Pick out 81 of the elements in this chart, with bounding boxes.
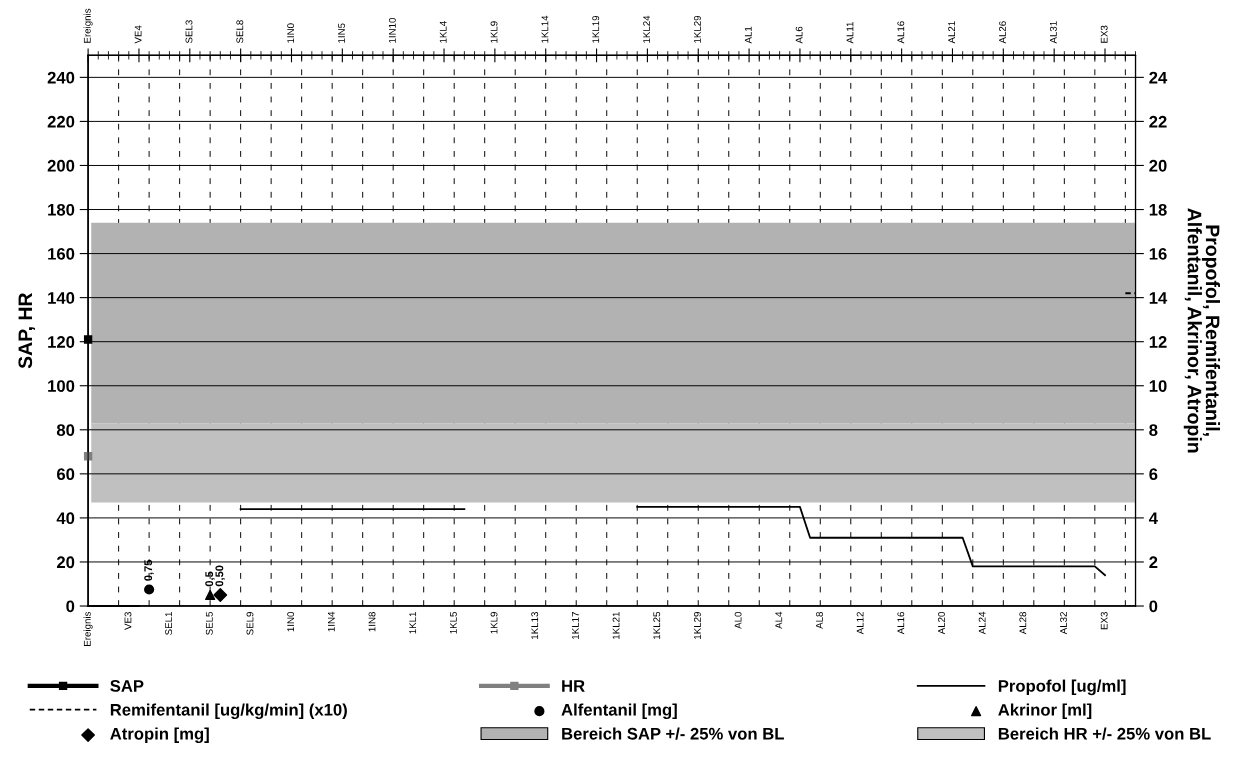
y-axis-title: SAP, HR [18, 292, 35, 369]
x-tick-label: AL24 [978, 611, 986, 635]
x-tick-label: AL11 [846, 22, 854, 44]
x-tick-label: SEL1 [165, 612, 173, 635]
x-tick-label: SEL5 [205, 611, 213, 635]
y-tick-label: 180 [48, 203, 75, 216]
x-tick-label: 1KL25 [653, 611, 661, 639]
x-tick-label: 1IN5 [338, 23, 345, 43]
x-tick-label: EX3 [1100, 612, 1108, 630]
x-tick-label: AL21 [948, 21, 955, 44]
x-tick-label: AL32 [1060, 612, 1067, 635]
x-tick-label: 1IN10 [388, 17, 396, 43]
y2-tick-label: 24 [1149, 71, 1168, 84]
y2-tick-label: 18 [1149, 203, 1167, 216]
y-tick-label: 240 [47, 71, 75, 84]
y-tick-label: 200 [47, 159, 75, 172]
x-tick-label: 1KL14 [541, 15, 549, 43]
y2-tick-label: 16 [1149, 247, 1167, 260]
x-tick-label: AL31 [1049, 21, 1057, 44]
y-tick-label: 220 [47, 115, 75, 128]
x-tick-label: AL28 [1019, 612, 1027, 635]
legend-label: Atropin [mg] [110, 727, 209, 743]
y2-tick-label: 10 [1149, 380, 1167, 392]
x-tick-label: AL0 [734, 611, 742, 629]
y2-tick-label: 8 [1149, 424, 1158, 436]
legend-label: Bereich HR +/- 25% von BL [998, 727, 1211, 740]
x-tick-label: VE4 [134, 25, 142, 44]
y2-tick-label: 20 [1149, 159, 1167, 172]
x-tick-label: 1IN0 [287, 611, 295, 632]
x-tick-label: 1IN4 [327, 611, 335, 632]
x-tick-label: 1IN8 [368, 612, 376, 632]
x-tick-label: 1KL13 [531, 612, 539, 639]
x-tick-label: AL20 [938, 611, 945, 635]
x-tick-label: SEL8 [236, 20, 244, 44]
y-tick-label: 140 [48, 292, 75, 304]
x-tick-label: 1KL9 [490, 612, 498, 634]
x-tick-label: AL26 [999, 21, 1006, 44]
legend-label: Bereich SAP +/- 25% von BL [562, 727, 784, 740]
y2-tick-label: 0 [1149, 600, 1158, 613]
y2-tick-label: 22 [1149, 115, 1167, 128]
y-tick-label: 100 [48, 380, 75, 392]
x-tick-label: 1KL21 [612, 612, 620, 639]
x-tick-label: 1KL24 [643, 15, 650, 43]
y2-tick-label: 2 [1149, 556, 1158, 569]
y-tick-label: 60 [56, 468, 75, 481]
legend-label: Akrinor [ml] [998, 703, 1092, 720]
x-tick-label: AL6 [795, 26, 803, 44]
x-tick-label: AL16 [897, 612, 905, 635]
x-tick-label: 1KL17 [572, 612, 579, 639]
y-tick-label: 120 [48, 336, 75, 348]
x-tick-label: AL8 [816, 612, 823, 629]
legend-label: Alfentanil [mg] [561, 703, 677, 720]
y-tick-label: 80 [56, 424, 75, 436]
y-tick-label: 40 [56, 512, 75, 525]
x-tick-label: 1KL4 [439, 21, 447, 43]
y2-tick-label: 12 [1149, 336, 1167, 348]
x-tick-label: 1KL1 [409, 612, 417, 634]
legend-label: HR [562, 680, 585, 692]
y2-tick-label: 6 [1149, 468, 1158, 481]
y2-tick-label: 4 [1148, 512, 1158, 524]
x-tick-label: AL4 [775, 611, 783, 629]
x-tick-label: SEL3 [185, 20, 193, 44]
x-tick-label: SEL9 [246, 612, 254, 635]
x-tick-label: 1KL5 [450, 611, 457, 634]
y2-axis-title: Propofol, Remifentanil, Alfentanil, Akrinor, Atropin [1183, 208, 1221, 453]
legend-label: Remifentanil [ug/kg/min] (x10) [110, 703, 347, 720]
y-tick-label: 0 [66, 600, 75, 613]
data-label: 0,5 [205, 571, 215, 587]
data-label: 0,50 [215, 565, 225, 587]
x-tick-label: VE3 [124, 612, 132, 630]
x-tick-label: 1KL19 [592, 15, 600, 43]
x-tick-label: AL12 [856, 612, 864, 635]
legend-label: Propofol [ug/ml] [998, 679, 1126, 696]
x-tick-label: AL1 [744, 26, 752, 44]
data-label: 0,75 [144, 559, 154, 581]
y-tick-label: 20 [56, 556, 75, 569]
x-tick-label: 1KL29 [693, 612, 701, 639]
legend-label: SAP [110, 680, 144, 692]
y-tick-label: 160 [48, 247, 75, 260]
y2-tick-label: 14 [1149, 292, 1168, 304]
x-tick-label: Ereignis [83, 611, 93, 646]
